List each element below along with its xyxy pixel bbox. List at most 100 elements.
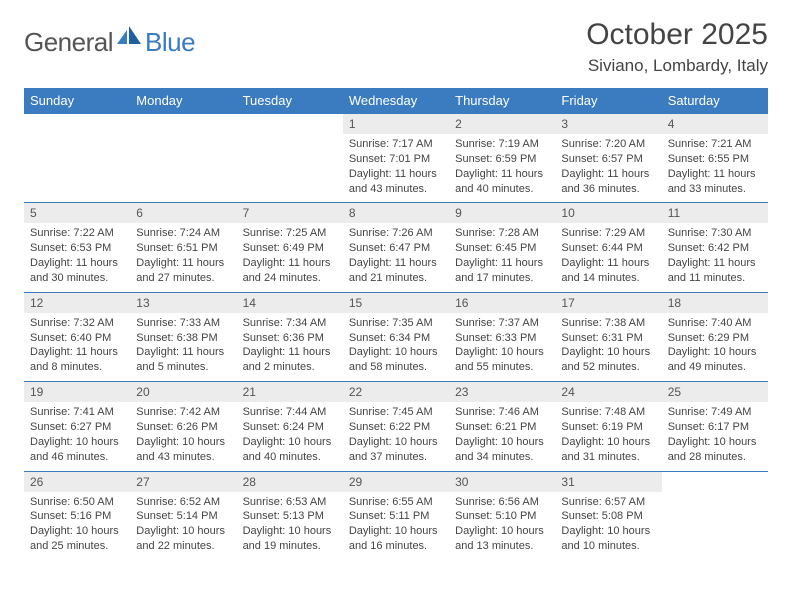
day-number: 18 [662,293,768,313]
day-info: Sunrise: 7:26 AMSunset: 6:47 PMDaylight:… [343,223,449,291]
calendar-day-cell [130,114,236,203]
day-info: Sunrise: 6:57 AMSunset: 5:08 PMDaylight:… [555,492,661,560]
sunrise-text: Sunrise: 7:38 AM [561,316,655,331]
calendar-day-cell: 4Sunrise: 7:21 AMSunset: 6:55 PMDaylight… [662,114,768,203]
sunset-text: Sunset: 6:57 PM [561,152,655,167]
calendar-day-cell: 3Sunrise: 7:20 AMSunset: 6:57 PMDaylight… [555,114,661,203]
calendar-day-cell [24,114,130,203]
day-number: 12 [24,293,130,313]
calendar-week-row: 1Sunrise: 7:17 AMSunset: 7:01 PMDaylight… [24,114,768,203]
day-info: Sunrise: 7:25 AMSunset: 6:49 PMDaylight:… [237,223,343,291]
sunset-text: Sunset: 6:55 PM [668,152,762,167]
sunset-text: Sunset: 6:24 PM [243,420,337,435]
title-block: October 2025 Siviano, Lombardy, Italy [586,18,768,76]
sunset-text: Sunset: 6:44 PM [561,241,655,256]
weekday-header: Wednesday [343,88,449,114]
sunset-text: Sunset: 6:21 PM [455,420,549,435]
daylight-text: Daylight: 10 hours and 55 minutes. [455,345,549,375]
day-number: 21 [237,382,343,402]
daylight-text: Daylight: 10 hours and 28 minutes. [668,435,762,465]
day-info: Sunrise: 7:24 AMSunset: 6:51 PMDaylight:… [130,223,236,291]
calendar-day-cell: 9Sunrise: 7:28 AMSunset: 6:45 PMDaylight… [449,203,555,292]
day-number: 14 [237,293,343,313]
sunset-text: Sunset: 5:14 PM [136,509,230,524]
sunrise-text: Sunrise: 7:26 AM [349,226,443,241]
sunrise-text: Sunrise: 7:34 AM [243,316,337,331]
sunrise-text: Sunrise: 7:48 AM [561,405,655,420]
page-header: General Blue October 2025 Siviano, Lomba… [24,18,768,76]
sunrise-text: Sunrise: 6:50 AM [30,495,124,510]
calendar-day-cell [237,114,343,203]
calendar-day-cell: 18Sunrise: 7:40 AMSunset: 6:29 PMDayligh… [662,292,768,381]
day-info: Sunrise: 6:53 AMSunset: 5:13 PMDaylight:… [237,492,343,560]
sunrise-text: Sunrise: 7:44 AM [243,405,337,420]
sunset-text: Sunset: 5:13 PM [243,509,337,524]
calendar-day-cell: 13Sunrise: 7:33 AMSunset: 6:38 PMDayligh… [130,292,236,381]
day-info: Sunrise: 7:45 AMSunset: 6:22 PMDaylight:… [343,402,449,470]
daylight-text: Daylight: 11 hours and 27 minutes. [136,256,230,286]
day-number: 26 [24,472,130,492]
calendar-day-cell: 22Sunrise: 7:45 AMSunset: 6:22 PMDayligh… [343,382,449,471]
daylight-text: Daylight: 11 hours and 14 minutes. [561,256,655,286]
calendar-day-cell: 2Sunrise: 7:19 AMSunset: 6:59 PMDaylight… [449,114,555,203]
sunrise-text: Sunrise: 6:55 AM [349,495,443,510]
sunrise-text: Sunrise: 6:56 AM [455,495,549,510]
day-info: Sunrise: 7:28 AMSunset: 6:45 PMDaylight:… [449,223,555,291]
daylight-text: Daylight: 10 hours and 58 minutes. [349,345,443,375]
day-info: Sunrise: 6:55 AMSunset: 5:11 PMDaylight:… [343,492,449,560]
sunset-text: Sunset: 5:16 PM [30,509,124,524]
sunrise-text: Sunrise: 7:29 AM [561,226,655,241]
daylight-text: Daylight: 11 hours and 17 minutes. [455,256,549,286]
calendar-day-cell: 11Sunrise: 7:30 AMSunset: 6:42 PMDayligh… [662,203,768,292]
daylight-text: Daylight: 10 hours and 19 minutes. [243,524,337,554]
sunrise-text: Sunrise: 7:45 AM [349,405,443,420]
calendar-day-cell: 20Sunrise: 7:42 AMSunset: 6:26 PMDayligh… [130,382,236,471]
sunrise-text: Sunrise: 7:42 AM [136,405,230,420]
day-info: Sunrise: 6:50 AMSunset: 5:16 PMDaylight:… [24,492,130,560]
sunset-text: Sunset: 5:08 PM [561,509,655,524]
calendar-day-cell: 26Sunrise: 6:50 AMSunset: 5:16 PMDayligh… [24,471,130,560]
calendar-day-cell: 8Sunrise: 7:26 AMSunset: 6:47 PMDaylight… [343,203,449,292]
day-info: Sunrise: 6:52 AMSunset: 5:14 PMDaylight:… [130,492,236,560]
daylight-text: Daylight: 11 hours and 24 minutes. [243,256,337,286]
day-number: 20 [130,382,236,402]
calendar-day-cell: 24Sunrise: 7:48 AMSunset: 6:19 PMDayligh… [555,382,661,471]
day-info: Sunrise: 7:37 AMSunset: 6:33 PMDaylight:… [449,313,555,381]
weekday-header: Sunday [24,88,130,114]
daylight-text: Daylight: 10 hours and 31 minutes. [561,435,655,465]
day-info: Sunrise: 7:30 AMSunset: 6:42 PMDaylight:… [662,223,768,291]
calendar-day-cell: 29Sunrise: 6:55 AMSunset: 5:11 PMDayligh… [343,471,449,560]
calendar-day-cell: 12Sunrise: 7:32 AMSunset: 6:40 PMDayligh… [24,292,130,381]
sunset-text: Sunset: 6:40 PM [30,331,124,346]
sunrise-text: Sunrise: 7:35 AM [349,316,443,331]
sunset-text: Sunset: 6:45 PM [455,241,549,256]
day-info: Sunrise: 7:17 AMSunset: 7:01 PMDaylight:… [343,134,449,202]
day-info: Sunrise: 7:35 AMSunset: 6:34 PMDaylight:… [343,313,449,381]
calendar-day-cell: 30Sunrise: 6:56 AMSunset: 5:10 PMDayligh… [449,471,555,560]
calendar-day-cell: 15Sunrise: 7:35 AMSunset: 6:34 PMDayligh… [343,292,449,381]
day-number: 17 [555,293,661,313]
daylight-text: Daylight: 11 hours and 33 minutes. [668,167,762,197]
calendar-day-cell: 5Sunrise: 7:22 AMSunset: 6:53 PMDaylight… [24,203,130,292]
calendar-day-cell: 28Sunrise: 6:53 AMSunset: 5:13 PMDayligh… [237,471,343,560]
weekday-header-row: Sunday Monday Tuesday Wednesday Thursday… [24,88,768,114]
day-info: Sunrise: 7:46 AMSunset: 6:21 PMDaylight:… [449,402,555,470]
sunrise-text: Sunrise: 7:28 AM [455,226,549,241]
calendar-day-cell: 16Sunrise: 7:37 AMSunset: 6:33 PMDayligh… [449,292,555,381]
day-number: 31 [555,472,661,492]
sunset-text: Sunset: 5:11 PM [349,509,443,524]
month-title: October 2025 [586,18,768,52]
sunrise-text: Sunrise: 7:20 AM [561,137,655,152]
day-info: Sunrise: 7:21 AMSunset: 6:55 PMDaylight:… [662,134,768,202]
sunset-text: Sunset: 6:53 PM [30,241,124,256]
day-number: 2 [449,114,555,134]
day-info: Sunrise: 7:34 AMSunset: 6:36 PMDaylight:… [237,313,343,381]
daylight-text: Daylight: 11 hours and 5 minutes. [136,345,230,375]
sunset-text: Sunset: 7:01 PM [349,152,443,167]
sunset-text: Sunset: 6:36 PM [243,331,337,346]
day-number-empty [237,114,343,134]
day-info: Sunrise: 7:49 AMSunset: 6:17 PMDaylight:… [662,402,768,470]
calendar-day-cell: 6Sunrise: 7:24 AMSunset: 6:51 PMDaylight… [130,203,236,292]
day-number-empty [662,472,768,492]
calendar-day-cell: 31Sunrise: 6:57 AMSunset: 5:08 PMDayligh… [555,471,661,560]
